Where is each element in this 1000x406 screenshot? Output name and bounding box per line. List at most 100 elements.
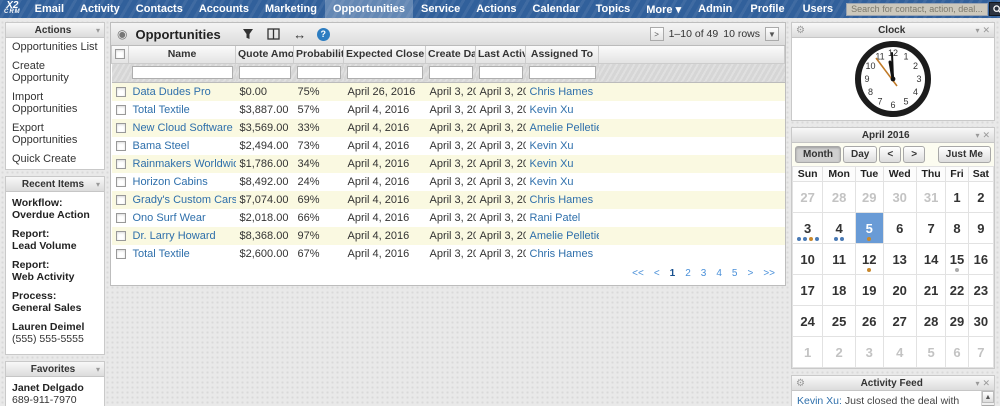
assigned-user-link[interactable]: Amelie Pelletier [529, 121, 599, 134]
nav-item-email[interactable]: Email [34, 3, 65, 15]
calendar-day-30[interactable]: 30 [882, 181, 917, 213]
scroll-up-arrow-icon[interactable]: ▲ [982, 391, 994, 403]
list-item[interactable]: Workflow: Overdue Action [12, 197, 98, 221]
column-header-assigned-to[interactable]: Assigned To [525, 46, 599, 64]
opportunity-link[interactable]: Dr. Larry Howard [132, 229, 216, 242]
calendar-day-31[interactable]: 31 [915, 181, 947, 213]
row-checkbox[interactable] [115, 86, 126, 97]
opportunity-link[interactable]: Total Textile [132, 247, 190, 260]
action-link-create-opportunity[interactable]: Create Opportunity [12, 60, 69, 84]
calendar-day-1[interactable]: 1 [945, 181, 969, 213]
assigned-user-link[interactable]: Chris Hames [529, 247, 594, 260]
calendar-day-26[interactable]: 26 [855, 305, 884, 337]
nav-item-service[interactable]: Service [421, 3, 461, 15]
columns-button[interactable] [265, 26, 283, 42]
filter-input-name[interactable] [131, 65, 233, 79]
calendar-day-7[interactable]: 7 [915, 212, 947, 244]
column-header-name[interactable]: Name [128, 46, 236, 64]
opportunity-link[interactable]: Grady's Custom Cars [132, 193, 236, 206]
calendar-day-2[interactable]: 2 [822, 336, 857, 368]
list-item[interactable]: Report: Web Activity [12, 259, 98, 283]
filter-input-create-date[interactable] [428, 65, 473, 79]
calendar-day-30[interactable]: 30 [967, 305, 995, 337]
assigned-user-link[interactable]: Kevin Xu [529, 175, 574, 188]
minimize-icon[interactable]: ▾ [975, 130, 980, 140]
list-item[interactable]: Lauren Deimel (555) 555-5555 [12, 321, 98, 345]
nav-item-opportunities[interactable]: Opportunities [324, 0, 414, 18]
row-checkbox[interactable] [115, 194, 126, 205]
row-checkbox[interactable] [115, 140, 126, 151]
calendar-day-28[interactable]: 28 [822, 181, 857, 213]
x2crm-logo[interactable]: X2 CRM [0, 1, 27, 16]
row-checkbox[interactable] [115, 230, 126, 241]
page-link-[interactable]: >> [763, 267, 775, 279]
pager-next-button[interactable]: > [649, 27, 664, 41]
calendar-day-5[interactable]: 5 [855, 212, 884, 244]
search-input[interactable] [846, 2, 989, 16]
nav-item-profile[interactable]: Profile [750, 3, 785, 15]
calendar-button-[interactable]: < [879, 146, 902, 163]
filter-input-probability[interactable] [296, 65, 341, 79]
calendar-day-6[interactable]: 6 [945, 336, 969, 368]
select-all-header[interactable] [111, 46, 129, 64]
calendar-day-3[interactable]: 3 [791, 212, 824, 244]
calendar-day-11[interactable]: 11 [822, 243, 857, 275]
calendar-day-20[interactable]: 20 [882, 274, 917, 306]
row-checkbox[interactable] [115, 176, 126, 187]
column-header-quote-amount[interactable]: Quote Amount [235, 46, 294, 64]
assigned-user-link[interactable]: Rani Patel [529, 211, 581, 224]
page-link-[interactable]: > [747, 267, 754, 279]
opportunity-link[interactable]: Ono Surf Wear [132, 211, 206, 224]
row-checkbox[interactable] [115, 212, 126, 223]
close-icon[interactable]: ✕ [982, 377, 990, 388]
calendar-day-13[interactable]: 13 [882, 243, 917, 275]
search-button[interactable] [989, 2, 1000, 16]
calendar-day-17[interactable]: 17 [791, 274, 824, 306]
assigned-user-link[interactable]: Kevin Xu [529, 139, 574, 152]
calendar-day-25[interactable]: 25 [822, 305, 857, 337]
row-checkbox[interactable] [115, 122, 126, 133]
calendar-day-21[interactable]: 21 [915, 274, 947, 306]
calendar-day-29[interactable]: 29 [855, 181, 884, 213]
help-button[interactable]: ? [316, 27, 330, 41]
feed-scrollbar[interactable]: ▲ [981, 391, 994, 406]
calendar-day-5[interactable]: 5 [915, 336, 947, 368]
nav-item-topics[interactable]: Topics [595, 3, 631, 15]
opportunity-link[interactable]: Rainmakers Worldwide [132, 157, 236, 170]
opportunity-link[interactable]: Bama Steel [132, 139, 190, 152]
calendar-day-27[interactable]: 27 [791, 181, 824, 213]
row-checkbox[interactable] [115, 248, 126, 259]
calendar-day-9[interactable]: 9 [967, 212, 995, 244]
resize-columns-button[interactable]: ↔ [291, 26, 309, 42]
assigned-user-link[interactable]: Amelie Pelletier [529, 229, 599, 242]
calendar-day-12[interactable]: 12 [855, 243, 884, 275]
calendar-day-4[interactable]: 4 [822, 212, 857, 244]
calendar-day-19[interactable]: 19 [855, 274, 884, 306]
calendar-day-4[interactable]: 4 [882, 336, 917, 368]
nav-item-admin[interactable]: Admin [698, 3, 733, 15]
row-checkbox[interactable] [115, 104, 126, 115]
nav-item-marketing[interactable]: Marketing [264, 3, 317, 15]
calendar-day-10[interactable]: 10 [791, 243, 824, 275]
calendar-day-6[interactable]: 6 [882, 212, 917, 244]
calendar-day-1[interactable]: 1 [791, 336, 824, 368]
nav-item-users[interactable]: Users [802, 3, 834, 15]
nav-item-activity[interactable]: Activity [80, 3, 120, 15]
opportunity-link[interactable]: Data Dudes Pro [132, 85, 211, 98]
calendar-button-day[interactable]: Day [843, 146, 878, 163]
nav-item-calendar[interactable]: Calendar [532, 3, 580, 15]
column-header-last-activity[interactable]: Last Activity [475, 46, 526, 64]
nav-item-contacts[interactable]: Contacts [135, 3, 183, 15]
page-link-4[interactable]: 4 [716, 267, 722, 279]
minimize-icon[interactable]: ▾ [975, 25, 980, 35]
page-link-1[interactable]: 1 [669, 267, 676, 279]
calendar-day-22[interactable]: 22 [945, 274, 969, 306]
page-link-5[interactable]: 5 [731, 267, 738, 279]
close-icon[interactable]: ✕ [982, 24, 990, 35]
minimize-icon[interactable]: ▾ [975, 378, 980, 388]
close-icon[interactable]: ✕ [982, 129, 990, 140]
page-link-[interactable]: << [632, 267, 644, 279]
action-link-export-opportunities[interactable]: Export Opportunities [12, 122, 78, 146]
list-item[interactable]: Report: Lead Volume [12, 228, 98, 252]
calendar-day-7[interactable]: 7 [967, 336, 995, 368]
